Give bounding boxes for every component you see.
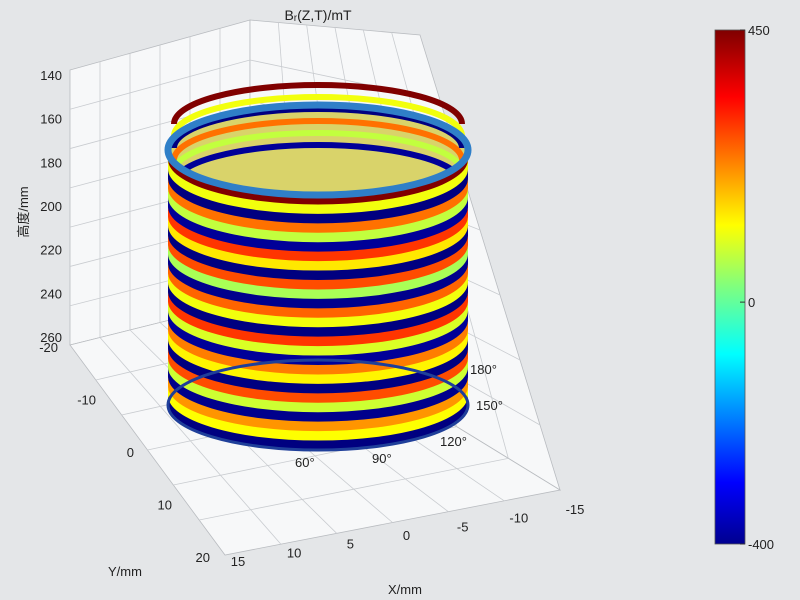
- z-tick-label: 160: [40, 112, 62, 127]
- angle-label: 60°: [295, 455, 315, 470]
- x-tick-label: 15: [231, 554, 245, 569]
- cylinder-band: [168, 310, 468, 366]
- y-tick-label: -10: [77, 393, 96, 408]
- cylinder-band: [168, 329, 468, 385]
- cylinder-band: [168, 301, 468, 357]
- x-axis-label: X/mm: [388, 582, 422, 597]
- cylinder-band: [168, 386, 468, 442]
- colorbar-ticks: 450 0 -400: [740, 23, 774, 552]
- cylinder-band: [168, 206, 468, 263]
- inner-band: [171, 82, 465, 125]
- cylinder-band: [168, 376, 468, 433]
- z-tick-label: 240: [40, 286, 62, 301]
- cylinder-band: [168, 291, 468, 348]
- cylinder-top-rim: [164, 101, 472, 199]
- cylinder-band: [168, 225, 468, 281]
- x-tick-label: 0: [403, 528, 410, 543]
- z-tick-label: 220: [40, 243, 62, 258]
- angle-label: 180°: [470, 362, 497, 377]
- cylinder-band: [168, 357, 468, 414]
- colorbar-tick-label: 0: [748, 295, 755, 310]
- cylinder-band: [168, 395, 468, 450]
- z-tick-label: 180: [40, 155, 62, 170]
- x-tick-label: 10: [287, 545, 301, 560]
- inner-band: [171, 118, 465, 161]
- z-tick-label: 260: [40, 330, 62, 345]
- cylinder-band: [168, 235, 468, 291]
- inner-band: [171, 142, 465, 185]
- x-tick-label: -10: [509, 511, 528, 526]
- colorbar: [714, 29, 746, 545]
- cylinder-band: [168, 216, 468, 272]
- cylinder-band: [168, 320, 468, 376]
- z-axis-ticks: 140 160 180 200 220 240 260: [40, 68, 62, 345]
- cylinder-band: [168, 338, 468, 395]
- cylinder-band: [168, 263, 468, 319]
- cylinder-band: [168, 367, 468, 423]
- angle-label: 90°: [372, 451, 392, 466]
- y-axis-label: Y/mm: [108, 564, 142, 579]
- cylinder-band: [168, 244, 468, 300]
- z-tick-label: 140: [40, 68, 62, 83]
- cylinder-band: [168, 272, 468, 329]
- inner-band: [171, 130, 465, 173]
- cylinder-surface: [164, 82, 472, 452]
- x-axis-ticks: 15 10 5 0 -5 -10 -15: [231, 502, 585, 569]
- z-axis-label: 高度/mm: [16, 186, 31, 237]
- angle-label: 120°: [440, 434, 467, 449]
- angle-label: 150°: [476, 398, 503, 413]
- z-tick-label: 200: [40, 199, 62, 214]
- inner-band: [171, 94, 465, 137]
- colorbar-tick-label: 450: [748, 23, 770, 38]
- x-tick-label: -5: [457, 519, 469, 534]
- cylinder-band: [168, 282, 468, 338]
- x-tick-label: 5: [347, 537, 354, 552]
- cylinder-band: [168, 197, 468, 253]
- cylinder-band: [168, 159, 468, 215]
- x-tick-label: -15: [566, 502, 585, 517]
- chart-title: Bᵣ(Z,T)/mT: [284, 7, 352, 23]
- cylinder-band: [168, 253, 468, 310]
- cylinder-inner-wall: [168, 82, 468, 195]
- cylinder-band: [168, 168, 468, 225]
- colorbar-tick-label: -400: [748, 537, 774, 552]
- cylinder-bottom-rim: [166, 358, 470, 452]
- y-tick-label: 0: [127, 445, 134, 460]
- y-tick-label: 10: [158, 498, 172, 513]
- cylinder-band: [168, 178, 468, 234]
- angle-labels: 60° 90° 120° 150° 180°: [295, 362, 503, 470]
- y-tick-label: -20: [39, 340, 58, 355]
- y-tick-label: 20: [196, 550, 210, 565]
- cylinder-band: [168, 187, 468, 244]
- y-axis-ticks: -20 -10 0 10 20: [39, 340, 210, 565]
- cylinder-band: [168, 348, 468, 404]
